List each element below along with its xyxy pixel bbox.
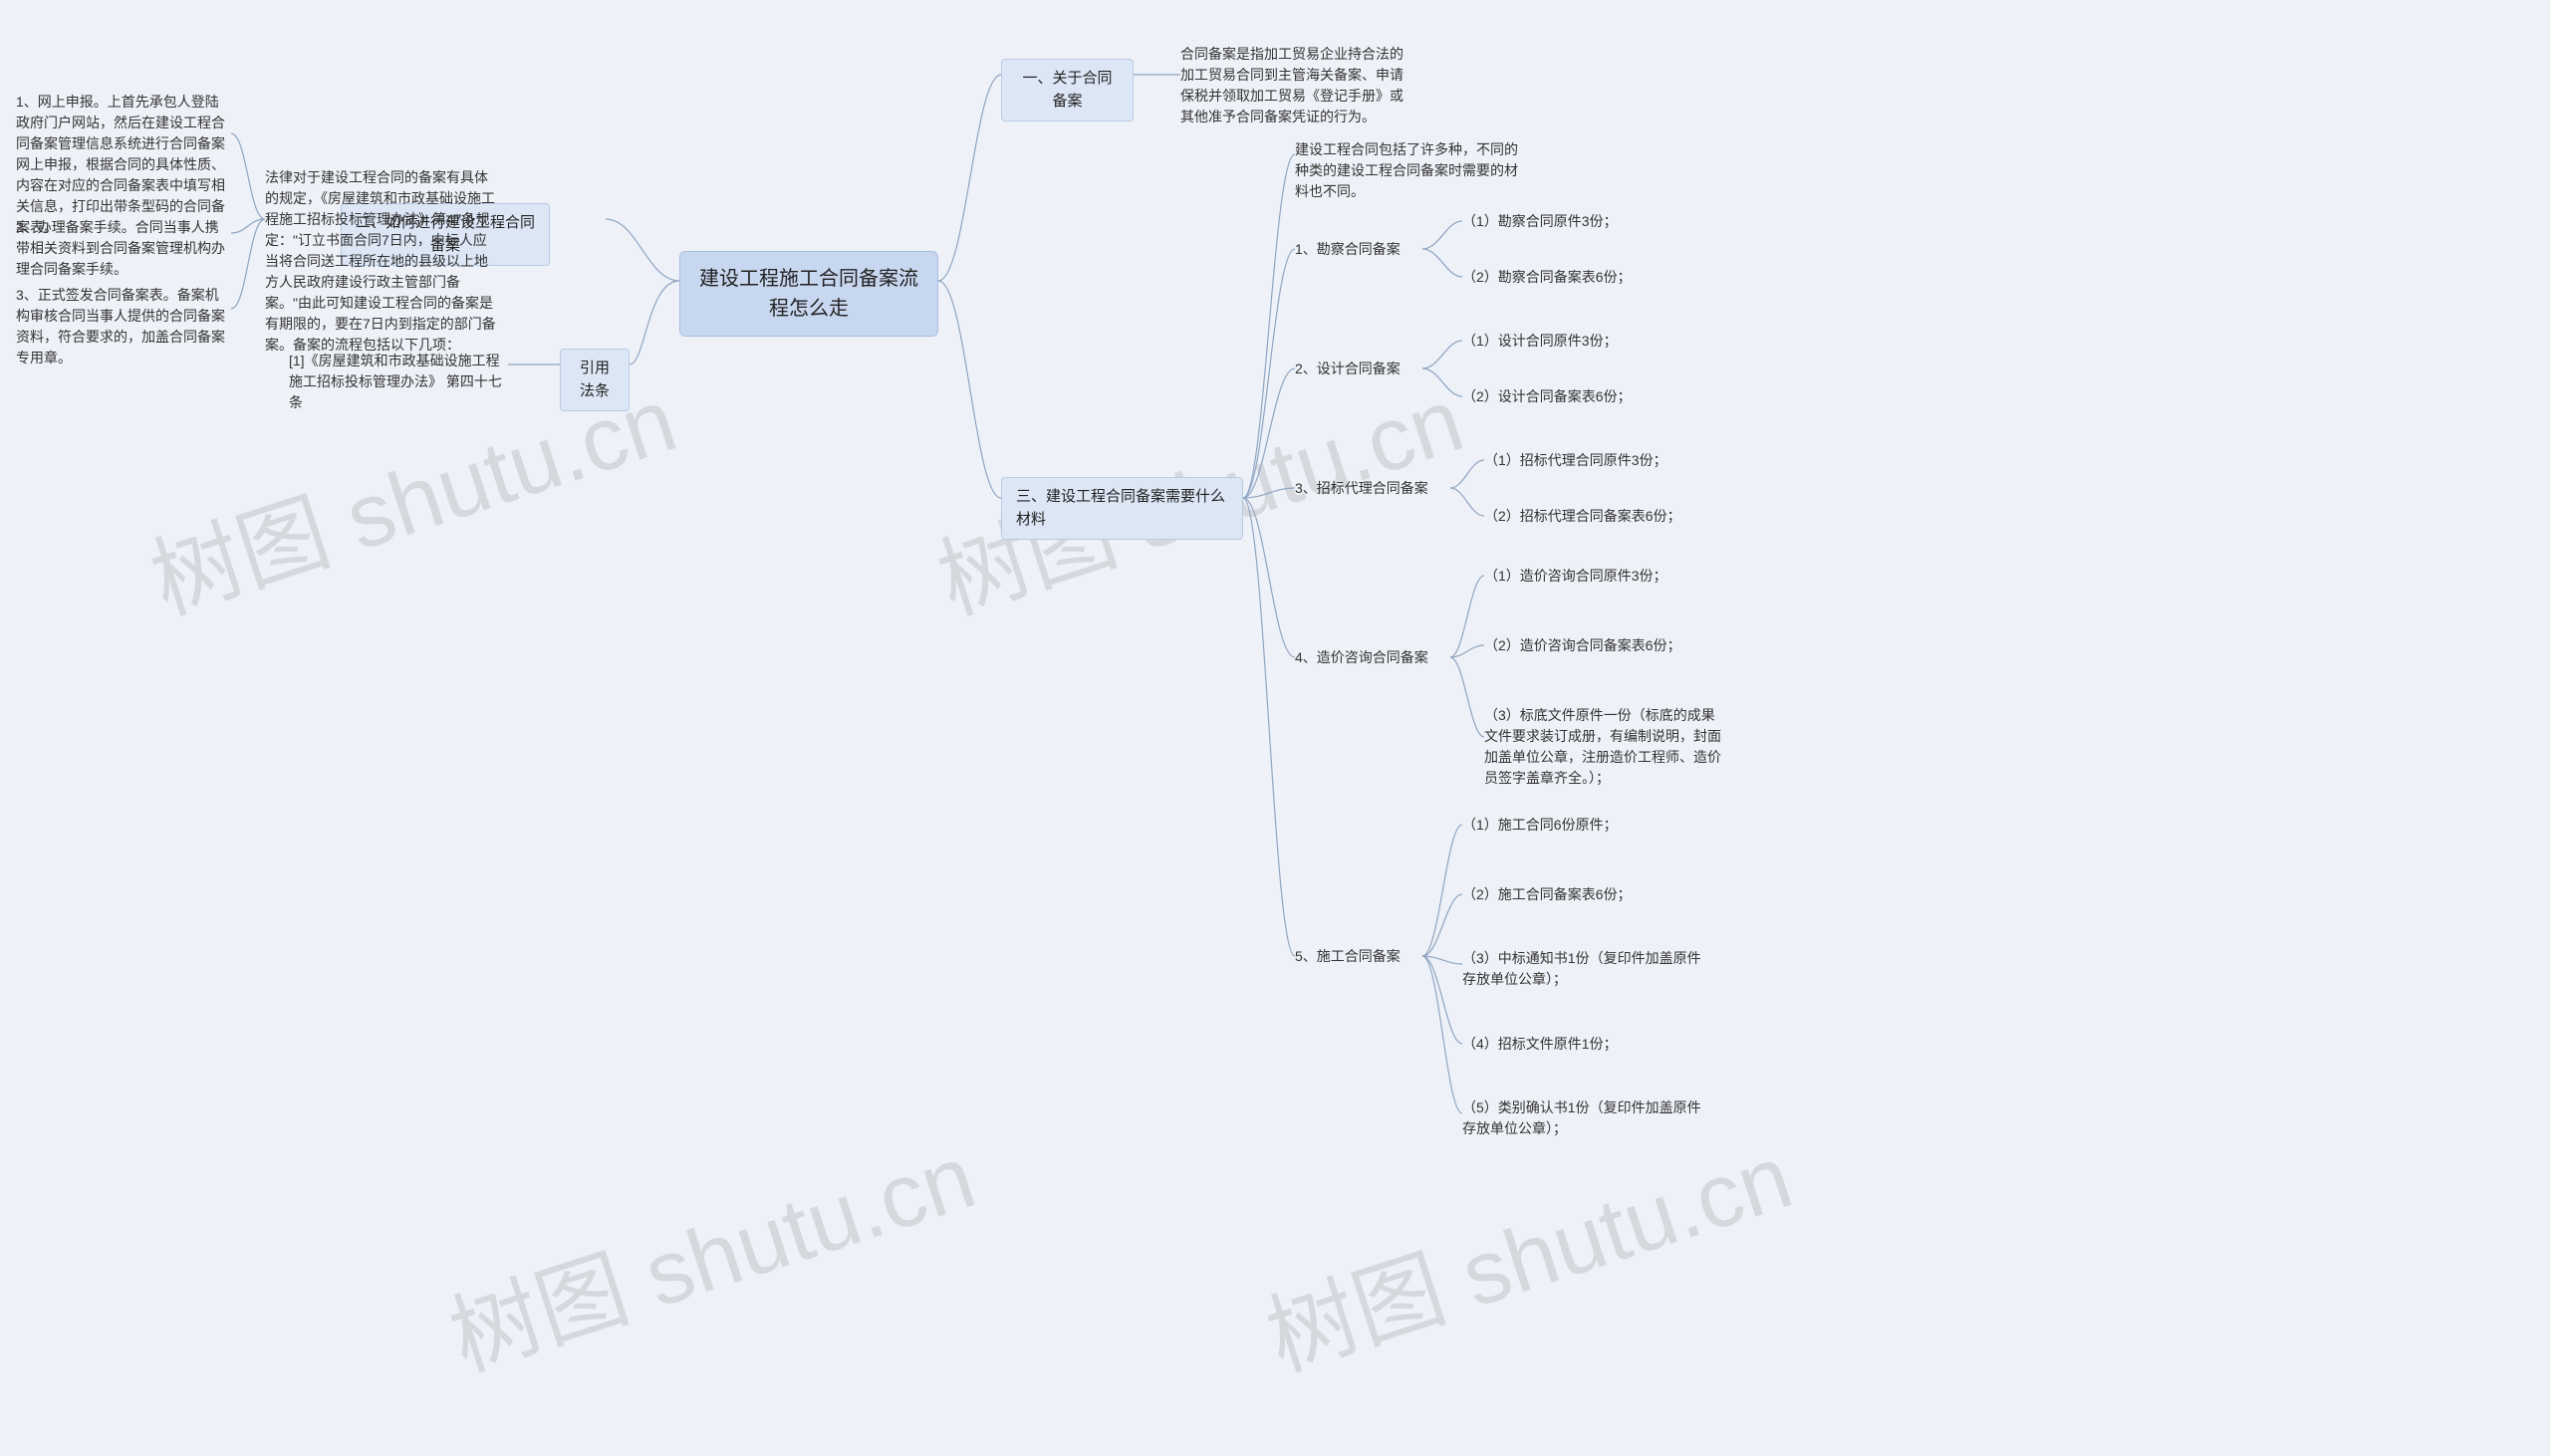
cat5-label: 5、施工合同备案	[1295, 946, 1422, 967]
cat4-i2: （2）造价咨询合同备案表6份；	[1484, 635, 1723, 656]
branch-3: 三、建设工程合同备案需要什么材料	[1001, 477, 1243, 540]
branch-2-step-1: 1、网上申报。上首先承包人登陆政府门户网站，然后在建设工程合同备案管理信息系统进…	[16, 92, 231, 238]
branch-ref-text: [1]《房屋建筑和市政基础设施工程施工招标投标管理办法》 第四十七条	[289, 351, 508, 413]
watermark: 树图 shutu.cn	[431, 1104, 988, 1395]
cat4-label: 4、造价咨询合同备案	[1295, 647, 1450, 668]
watermark: 树图 shutu.cn	[1248, 1104, 1805, 1395]
cat3-i1: （1）招标代理合同原件3份；	[1484, 450, 1723, 471]
cat5-i1: （1）施工合同6份原件；	[1462, 815, 1705, 836]
branch-1-text: 合同备案是指加工贸易企业持合法的加工贸易合同到主管海关备案、申请保税并领取加工贸…	[1180, 44, 1411, 127]
root-node: 建设工程施工合同备案流程怎么走	[679, 251, 938, 337]
cat2-i1: （1）设计合同原件3份；	[1462, 331, 1701, 352]
cat3-i2: （2）招标代理合同备案表6份；	[1484, 506, 1723, 527]
branch-2-detail: 法律对于建设工程合同的备案有具体的规定，《房屋建筑和市政基础设施工程施工招标投标…	[265, 167, 498, 356]
branch-3-intro: 建设工程合同包括了许多种，不同的种类的建设工程合同备案时需要的材料也不同。	[1295, 139, 1526, 202]
branch-2-step-3: 3、正式签发合同备案表。备案机构审核合同当事人提供的合同备案资料，符合要求的，加…	[16, 285, 231, 368]
branch-ref: 引用法条	[560, 349, 630, 411]
cat3-label: 3、招标代理合同备案	[1295, 478, 1450, 499]
cat5-i3: （3）中标通知书1份（复印件加盖原件存放单位公章）；	[1462, 948, 1705, 990]
cat4-i3: （3）标底文件原件一份（标底的成果文件要求装订成册，有编制说明，封面加盖单位公章…	[1484, 705, 1727, 789]
cat1-i2: （2）勘察合同备案表6份；	[1462, 267, 1701, 288]
cat2-i2: （2）设计合同备案表6份；	[1462, 386, 1701, 407]
cat5-i4: （4）招标文件原件1份；	[1462, 1034, 1705, 1055]
branch-1: 一、关于合同备案	[1001, 59, 1134, 121]
cat4-i1: （1）造价咨询合同原件3份；	[1484, 566, 1723, 587]
branch-2-step-2: 2、办理备案手续。合同当事人携带相关资料到合同备案管理机构办理合同备案手续。	[16, 217, 231, 280]
cat5-i5: （5）类别确认书1份（复印件加盖原件存放单位公章）；	[1462, 1097, 1705, 1139]
cat2-label: 2、设计合同备案	[1295, 359, 1422, 379]
cat1-label: 1、勘察合同备案	[1295, 239, 1422, 260]
cat1-i1: （1）勘察合同原件3份；	[1462, 211, 1701, 232]
cat5-i2: （2）施工合同备案表6份；	[1462, 884, 1705, 905]
